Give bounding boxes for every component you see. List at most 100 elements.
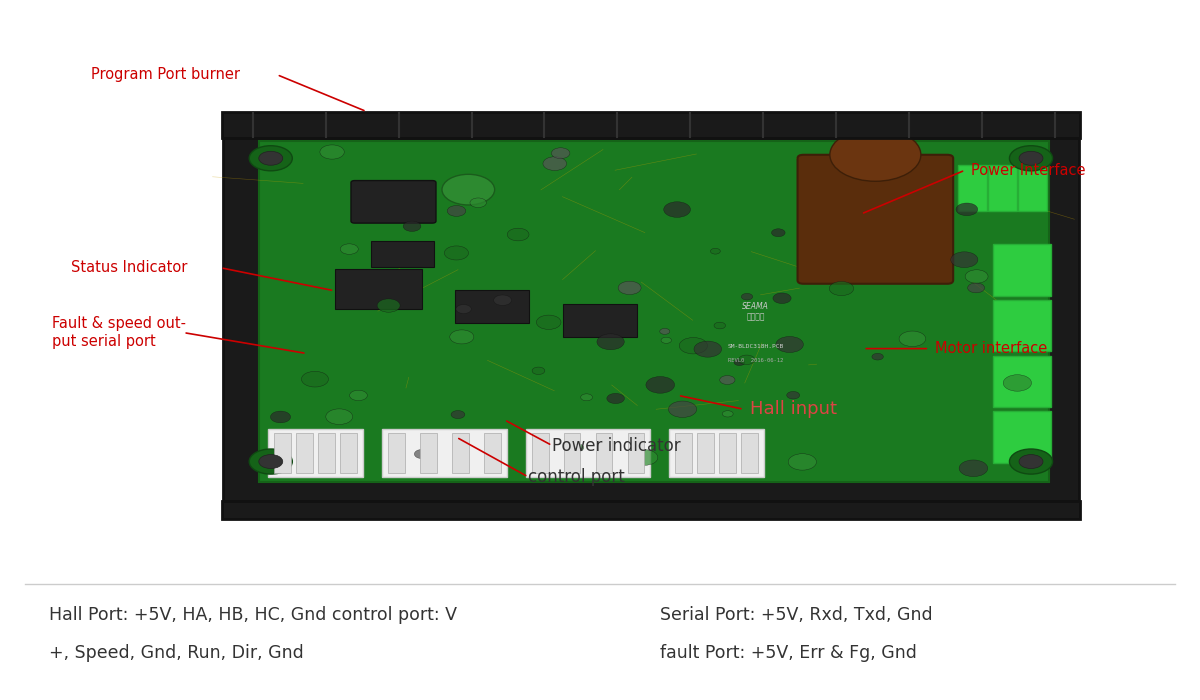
Circle shape (1003, 374, 1032, 391)
Circle shape (965, 270, 988, 283)
Circle shape (270, 411, 290, 423)
Circle shape (250, 449, 293, 474)
Circle shape (250, 146, 293, 171)
Circle shape (349, 391, 367, 400)
Circle shape (660, 328, 670, 335)
Circle shape (664, 202, 690, 218)
Circle shape (668, 401, 697, 417)
Circle shape (899, 331, 925, 346)
Circle shape (301, 371, 329, 387)
FancyBboxPatch shape (275, 433, 292, 473)
Circle shape (596, 334, 624, 350)
Text: SM-BLDC318H.PCB: SM-BLDC318H.PCB (727, 344, 784, 349)
Text: control port: control port (528, 468, 625, 486)
Text: +, Speed, Gnd, Run, Dir, Gnd: +, Speed, Gnd, Run, Dir, Gnd (49, 644, 304, 662)
Circle shape (959, 460, 988, 477)
Circle shape (442, 174, 494, 205)
FancyBboxPatch shape (532, 433, 548, 473)
Text: Power indicator: Power indicator (552, 437, 680, 454)
FancyBboxPatch shape (670, 429, 764, 477)
Circle shape (326, 409, 353, 424)
Circle shape (738, 355, 755, 365)
Circle shape (450, 330, 474, 344)
Circle shape (1019, 454, 1043, 468)
Circle shape (488, 460, 502, 468)
Circle shape (536, 315, 562, 330)
Text: SEAMA
世马科技: SEAMA 世马科技 (743, 302, 769, 321)
Circle shape (1009, 146, 1052, 171)
Circle shape (532, 367, 545, 374)
Circle shape (956, 203, 978, 216)
Text: Serial Port: +5V, Rxd, Txd, Gnd: Serial Port: +5V, Rxd, Txd, Gnd (660, 606, 932, 624)
Text: Motor interface: Motor interface (935, 341, 1048, 356)
FancyBboxPatch shape (269, 429, 362, 477)
Circle shape (742, 293, 752, 300)
Circle shape (542, 157, 566, 171)
FancyBboxPatch shape (336, 269, 421, 309)
FancyBboxPatch shape (371, 241, 433, 267)
Text: Hall Port: +5V, HA, HB, HC, Gnd control port: V: Hall Port: +5V, HA, HB, HC, Gnd control … (49, 606, 457, 624)
Circle shape (710, 248, 720, 254)
Text: Status Indicator: Status Indicator (71, 260, 187, 275)
FancyBboxPatch shape (798, 155, 953, 284)
Circle shape (1009, 449, 1052, 474)
FancyBboxPatch shape (992, 300, 1051, 351)
Circle shape (377, 299, 400, 312)
Circle shape (470, 198, 486, 207)
Circle shape (829, 281, 853, 295)
Circle shape (581, 394, 593, 401)
FancyBboxPatch shape (988, 164, 1016, 211)
Circle shape (403, 221, 421, 232)
FancyBboxPatch shape (341, 433, 356, 473)
FancyBboxPatch shape (388, 433, 404, 473)
Circle shape (694, 341, 721, 357)
FancyBboxPatch shape (719, 433, 736, 473)
Circle shape (493, 295, 511, 305)
FancyBboxPatch shape (992, 244, 1051, 295)
Text: Hall input: Hall input (750, 400, 836, 419)
Circle shape (631, 449, 658, 466)
Circle shape (872, 354, 883, 360)
FancyBboxPatch shape (595, 433, 612, 473)
FancyBboxPatch shape (564, 433, 581, 473)
Circle shape (830, 128, 920, 181)
FancyBboxPatch shape (526, 429, 650, 477)
Circle shape (714, 322, 726, 329)
Circle shape (787, 391, 799, 399)
Circle shape (451, 410, 464, 419)
Circle shape (967, 283, 985, 293)
FancyBboxPatch shape (563, 304, 637, 337)
Circle shape (720, 376, 734, 384)
FancyBboxPatch shape (958, 164, 986, 211)
Circle shape (679, 337, 708, 354)
Text: Power Interface: Power Interface (971, 162, 1086, 178)
FancyBboxPatch shape (452, 433, 469, 473)
Circle shape (788, 454, 816, 470)
Circle shape (259, 151, 283, 165)
Circle shape (508, 228, 529, 241)
FancyBboxPatch shape (676, 433, 692, 473)
Circle shape (444, 246, 468, 260)
Circle shape (661, 337, 672, 343)
Text: fault Port: +5V, Err & Fg, Gnd: fault Port: +5V, Err & Fg, Gnd (660, 644, 917, 662)
Circle shape (646, 377, 674, 393)
FancyBboxPatch shape (1018, 164, 1046, 211)
Circle shape (734, 359, 745, 365)
Circle shape (414, 449, 430, 459)
Circle shape (259, 454, 283, 468)
FancyBboxPatch shape (455, 290, 529, 323)
Circle shape (1019, 151, 1043, 165)
FancyBboxPatch shape (318, 433, 335, 473)
Polygon shape (259, 141, 1049, 482)
FancyBboxPatch shape (742, 433, 758, 473)
Circle shape (569, 444, 583, 452)
Circle shape (722, 411, 733, 417)
Circle shape (551, 148, 570, 159)
Circle shape (773, 293, 791, 304)
FancyBboxPatch shape (222, 112, 1080, 138)
FancyBboxPatch shape (697, 433, 714, 473)
Circle shape (618, 281, 641, 295)
FancyBboxPatch shape (382, 429, 506, 477)
Circle shape (448, 206, 466, 216)
FancyBboxPatch shape (484, 433, 500, 473)
